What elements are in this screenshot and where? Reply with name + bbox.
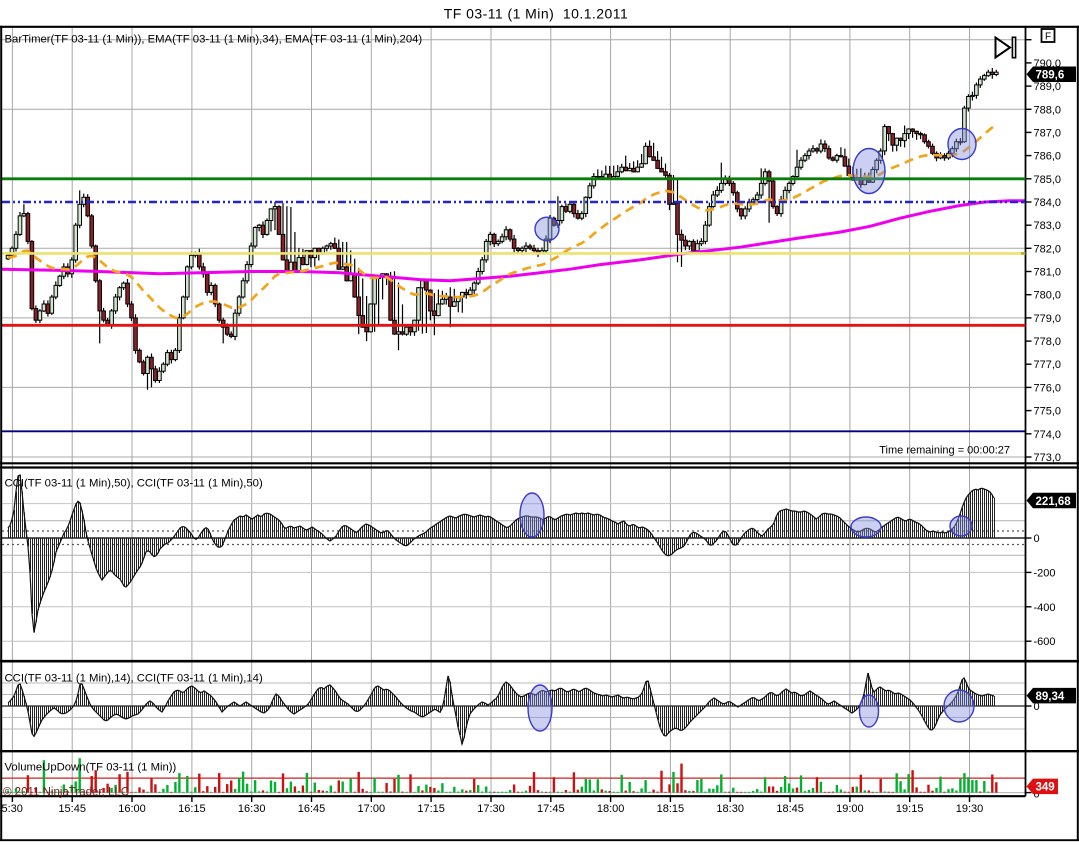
svg-text:18:00: 18:00	[597, 803, 625, 815]
svg-text:775,0: 775,0	[1034, 406, 1062, 418]
svg-text:784,0: 784,0	[1034, 197, 1062, 209]
svg-text:17:30: 17:30	[477, 803, 505, 815]
svg-text:19:15: 19:15	[896, 803, 924, 815]
svg-text:19:30: 19:30	[956, 803, 984, 815]
svg-text:16:30: 16:30	[238, 803, 266, 815]
svg-text:221,68: 221,68	[1036, 496, 1072, 508]
svg-text:19:00: 19:00	[836, 803, 864, 815]
svg-text:18:30: 18:30	[716, 803, 744, 815]
svg-text:776,0: 776,0	[1034, 382, 1062, 394]
svg-text:0: 0	[1034, 789, 1040, 801]
svg-text:-600: -600	[1034, 636, 1056, 648]
svg-text:782,0: 782,0	[1034, 243, 1062, 255]
svg-text:© 2011 NinjaTrader, LLC: © 2011 NinjaTrader, LLC	[3, 787, 129, 799]
svg-text:349: 349	[1036, 782, 1055, 794]
svg-text:17:15: 17:15	[417, 803, 445, 815]
svg-text:5:30: 5:30	[2, 803, 23, 815]
svg-text:778,0: 778,0	[1034, 336, 1062, 348]
svg-text:16:45: 16:45	[298, 803, 326, 815]
svg-text:-200: -200	[1034, 567, 1056, 579]
svg-text:789,6: 789,6	[1036, 70, 1065, 82]
svg-text:CCI(TF 03-11 (1 Min),14), CCI(: CCI(TF 03-11 (1 Min),14), CCI(TF 03-11 (…	[5, 673, 263, 685]
svg-text:VolumeUpDown(TF 03-11 (1 Min)): VolumeUpDown(TF 03-11 (1 Min))	[5, 762, 177, 774]
svg-text:Time remaining = 00:00:27: Time remaining = 00:00:27	[879, 445, 1010, 457]
svg-text:779,0: 779,0	[1034, 313, 1062, 325]
svg-text:-400: -400	[1034, 602, 1056, 614]
svg-text:18:45: 18:45	[776, 803, 804, 815]
svg-text:785,0: 785,0	[1034, 174, 1062, 186]
svg-text:773,0: 773,0	[1034, 452, 1062, 464]
svg-text:781,0: 781,0	[1034, 267, 1062, 279]
svg-text:774,0: 774,0	[1034, 429, 1062, 441]
svg-text:16:15: 16:15	[178, 803, 206, 815]
svg-text:TF 03-11 (1 Min) 10.1.2011: TF 03-11 (1 Min) 10.1.2011	[444, 6, 628, 22]
svg-text:CCI(TF 03-11 (1 Min),50), CCI(: CCI(TF 03-11 (1 Min),50), CCI(TF 03-11 (…	[5, 478, 263, 490]
svg-text:17:00: 17:00	[358, 803, 386, 815]
svg-text:788,0: 788,0	[1034, 104, 1062, 116]
svg-text:89,34: 89,34	[1036, 691, 1065, 703]
svg-text:15:45: 15:45	[58, 803, 86, 815]
svg-text:780,0: 780,0	[1034, 290, 1062, 302]
svg-text:0: 0	[1034, 533, 1040, 545]
svg-text:789,0: 789,0	[1034, 81, 1062, 93]
svg-text:F: F	[1045, 32, 1051, 43]
svg-text:0: 0	[1034, 701, 1040, 713]
svg-text:BarTimer(TF 03-11 (1 Min)), EM: BarTimer(TF 03-11 (1 Min)), EMA(TF 03-11…	[5, 34, 423, 46]
svg-text:16:00: 16:00	[118, 803, 146, 815]
svg-text:777,0: 777,0	[1034, 359, 1062, 371]
svg-text:787,0: 787,0	[1034, 127, 1062, 139]
svg-text:783,0: 783,0	[1034, 220, 1062, 232]
svg-text:786,0: 786,0	[1034, 151, 1062, 163]
svg-text:17:45: 17:45	[537, 803, 565, 815]
svg-text:18:15: 18:15	[657, 803, 685, 815]
